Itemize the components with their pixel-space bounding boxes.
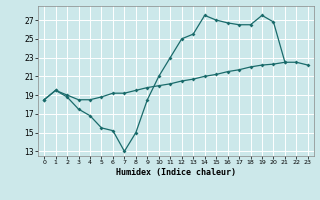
X-axis label: Humidex (Indice chaleur): Humidex (Indice chaleur) — [116, 168, 236, 177]
